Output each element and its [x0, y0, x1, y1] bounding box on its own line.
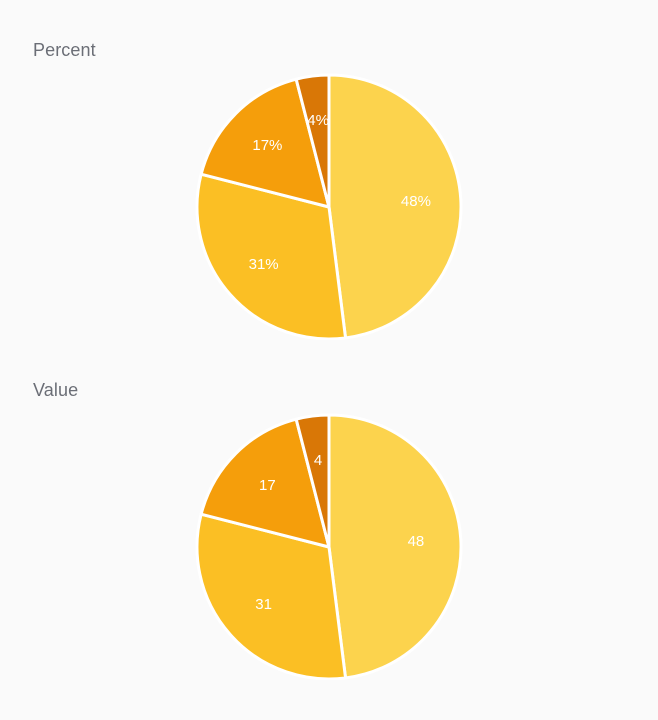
slice-label-a: 48 — [408, 533, 425, 550]
pie-slice-d — [294, 73, 331, 209]
slice-label-d: 4 — [314, 452, 322, 469]
slice-label-c: 17% — [252, 137, 282, 154]
pie-slice-c — [199, 77, 331, 209]
percent-pie-chart: 48% 31% 17% 4% — [195, 73, 463, 340]
slice-label-b: 31 — [255, 596, 272, 613]
slice-label-c: 17 — [259, 477, 276, 494]
slice-label-a: 48% — [401, 193, 431, 210]
pie-slice-a — [327, 73, 463, 340]
percent-pie-panel: Percent 48% 31% 17% 4% — [0, 0, 658, 340]
pie-slice-c — [199, 417, 331, 549]
pie-slice-d — [294, 413, 331, 549]
pie-slice-b — [195, 172, 348, 340]
value-pie-panel: Value 48 31 17 4 — [0, 340, 658, 680]
slice-label-b: 31% — [249, 256, 279, 273]
slice-label-d: 4% — [307, 112, 329, 129]
value-chart-title: Value — [33, 380, 79, 400]
pie-slice-a — [327, 413, 463, 680]
percent-chart-title: Percent — [33, 40, 96, 60]
pie-slice-b — [195, 512, 348, 680]
value-pie-chart: 48 31 17 4 — [195, 413, 463, 680]
